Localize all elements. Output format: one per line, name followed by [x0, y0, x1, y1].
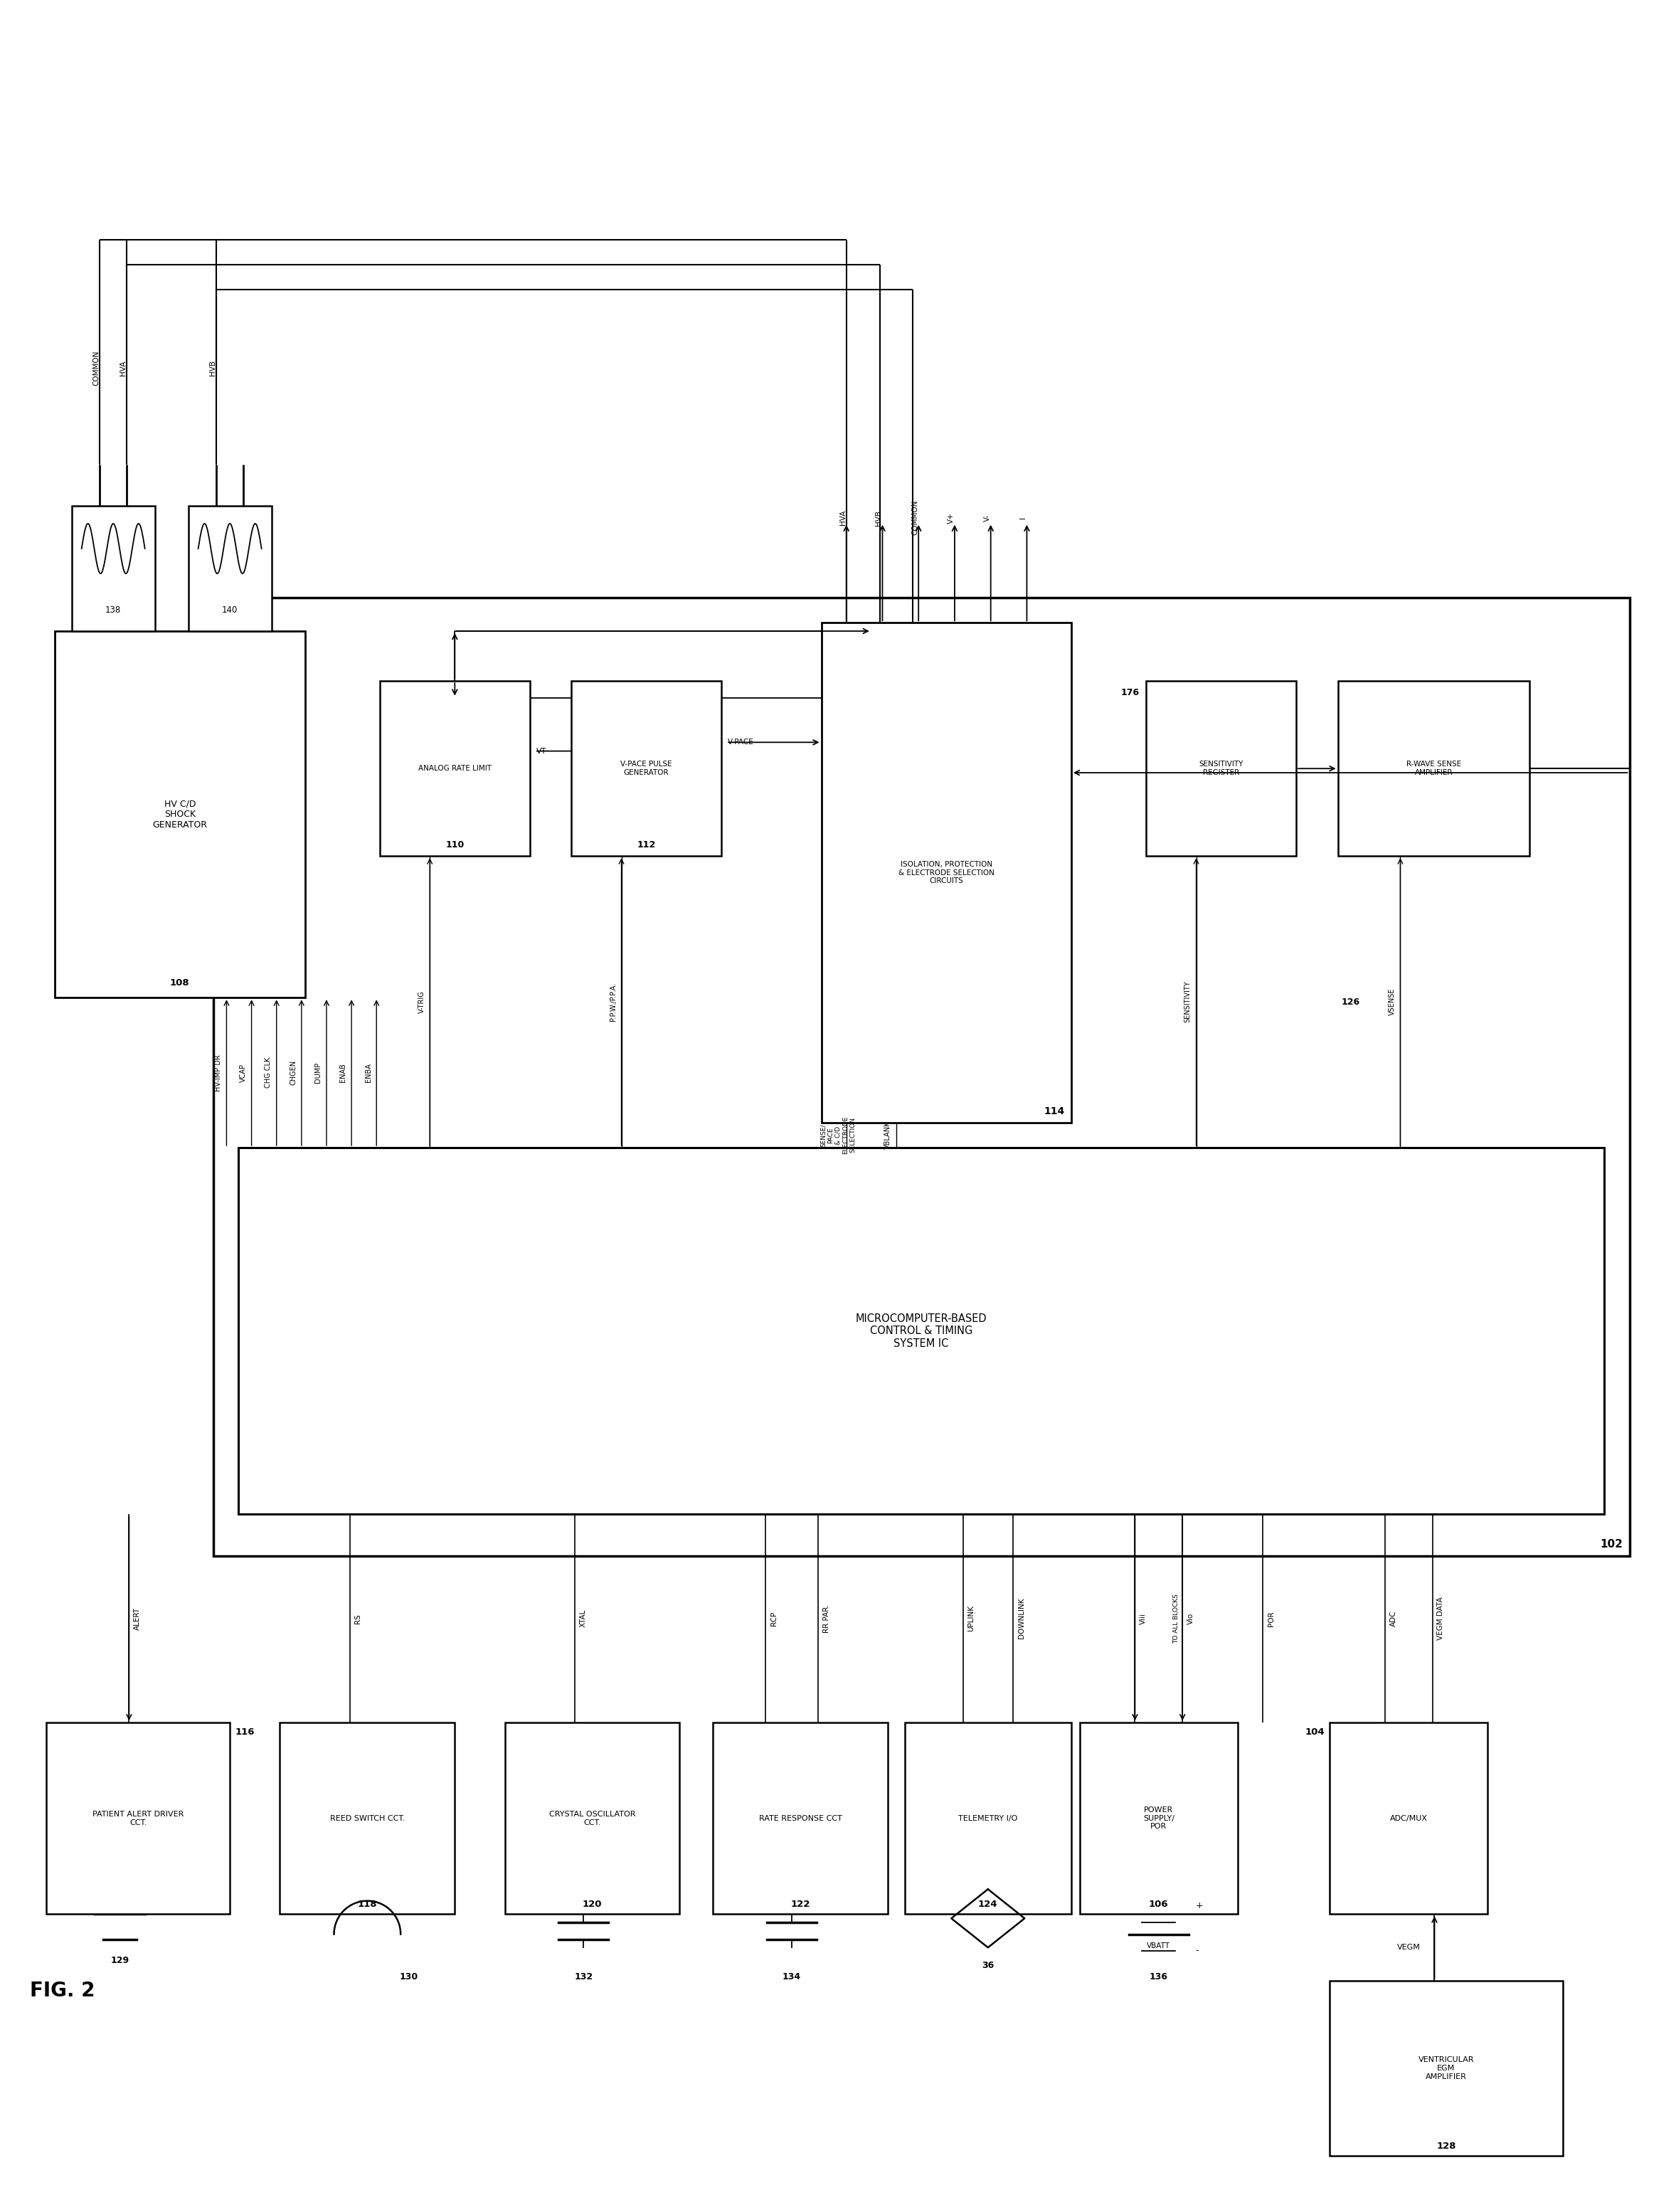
Text: FIG. 2: FIG. 2	[30, 1980, 96, 2002]
Text: POWER
SUPPLY/
POR: POWER SUPPLY/ POR	[1143, 1807, 1175, 1829]
Text: 176: 176	[1121, 688, 1140, 697]
Text: CHGEN: CHGEN	[290, 1060, 297, 1086]
Text: ISOLATION, PROTECTION
& ELECTRODE SELECTION
CIRCUITS: ISOLATION, PROTECTION & ELECTRODE SELECT…	[898, 860, 994, 885]
Text: 128: 128	[1436, 2141, 1456, 2150]
Bar	[72, 507, 154, 630]
Bar	[238, 1148, 1604, 1515]
Text: 118: 118	[357, 1900, 377, 1909]
Text: SENSE/
PACE
& C/D
ELECTRODE
SELECTION: SENSE/ PACE & C/D ELECTRODE SELECTION	[820, 1117, 856, 1155]
Text: VSENSE: VSENSE	[1388, 989, 1396, 1015]
Bar	[1329, 1980, 1562, 2157]
Text: -: -	[1195, 1947, 1198, 1955]
Text: RS: RS	[355, 1613, 362, 1624]
Text: 112: 112	[637, 841, 655, 849]
Text: TELEMETRY I/O: TELEMETRY I/O	[959, 1814, 1017, 1823]
Text: ANALOG RATE LIMIT: ANALOG RATE LIMIT	[417, 765, 491, 772]
Bar	[280, 1723, 454, 1913]
Text: 106: 106	[1150, 1900, 1168, 1909]
Text: CRYSTAL OSCILLATOR
CCT.: CRYSTAL OSCILLATOR CCT.	[550, 1812, 635, 1827]
Text: ENAB: ENAB	[340, 1064, 347, 1082]
Bar	[1079, 1723, 1239, 1913]
Text: 122: 122	[791, 1900, 810, 1909]
Text: VBLANK: VBLANK	[885, 1121, 892, 1150]
Text: POR: POR	[1267, 1610, 1275, 1626]
Text: RR PAR.: RR PAR.	[823, 1604, 830, 1632]
Bar	[1337, 681, 1530, 856]
Text: R-WAVE SENSE
AMPLIFIER: R-WAVE SENSE AMPLIFIER	[1406, 761, 1461, 776]
Text: UPLINK: UPLINK	[967, 1606, 975, 1632]
Text: HVB: HVB	[875, 511, 883, 526]
Bar	[572, 681, 721, 856]
Text: 104: 104	[1306, 1728, 1324, 1736]
Text: 120: 120	[583, 1900, 602, 1909]
Text: VEGM DATA: VEGM DATA	[1436, 1597, 1445, 1639]
Text: 140: 140	[221, 606, 238, 615]
Text: DUMP: DUMP	[315, 1062, 322, 1084]
Text: RATE RESPONSE CCT: RATE RESPONSE CCT	[759, 1814, 841, 1823]
Text: Viii: Viii	[1140, 1613, 1146, 1624]
Bar	[1146, 681, 1296, 856]
Text: 132: 132	[575, 1973, 593, 1982]
Text: 136: 136	[1150, 1973, 1168, 1982]
Text: HV-IMP DR: HV-IMP DR	[215, 1055, 221, 1091]
Bar	[821, 624, 1071, 1124]
Bar	[905, 1723, 1071, 1913]
Text: DOWNLINK: DOWNLINK	[1017, 1597, 1024, 1639]
Text: 102: 102	[1601, 1540, 1622, 1548]
Text: CHG CLK: CHG CLK	[265, 1057, 272, 1088]
Text: MICROCOMPUTER-BASED
CONTROL & TIMING
SYSTEM IC: MICROCOMPUTER-BASED CONTROL & TIMING SYS…	[856, 1314, 987, 1349]
Text: 129: 129	[111, 1955, 129, 1964]
Text: COMMON: COMMON	[92, 349, 101, 385]
Text: V-PACE PULSE
GENERATOR: V-PACE PULSE GENERATOR	[620, 761, 672, 776]
Bar	[380, 681, 530, 856]
Bar	[504, 1723, 680, 1913]
Text: HVA: HVA	[119, 361, 127, 376]
Bar	[55, 630, 305, 998]
Text: +: +	[1195, 1902, 1203, 1911]
Bar	[712, 1723, 888, 1913]
Bar	[213, 597, 1629, 1555]
Text: VEGM: VEGM	[1398, 1944, 1420, 1951]
Text: Vio: Vio	[1187, 1613, 1195, 1624]
Text: VCAP: VCAP	[240, 1064, 246, 1082]
Text: TO ALL BLOCKS: TO ALL BLOCKS	[1173, 1593, 1180, 1644]
Text: ENBA: ENBA	[365, 1064, 372, 1082]
Text: SENSITIVITY: SENSITIVITY	[1185, 980, 1192, 1022]
Text: 116: 116	[235, 1728, 255, 1736]
Text: ADC: ADC	[1389, 1610, 1396, 1626]
Text: 114: 114	[1044, 1106, 1064, 1117]
Text: 124: 124	[979, 1900, 997, 1909]
Text: ADC/MUX: ADC/MUX	[1389, 1814, 1428, 1823]
Text: ALERT: ALERT	[134, 1608, 141, 1630]
Text: V-: V-	[984, 513, 991, 522]
Text: RCP: RCP	[771, 1610, 778, 1626]
Text: V-PACE: V-PACE	[727, 739, 754, 745]
Text: 134: 134	[783, 1973, 801, 1982]
Text: V-TRIG: V-TRIG	[417, 991, 426, 1013]
Text: V+: V+	[947, 513, 955, 524]
Text: 138: 138	[106, 606, 121, 615]
Text: HV C/D
SHOCK
GENERATOR: HV C/D SHOCK GENERATOR	[153, 799, 208, 830]
Text: 130: 130	[399, 1973, 419, 1982]
Text: VT: VT	[536, 748, 546, 754]
Text: 108: 108	[169, 978, 189, 989]
Bar	[1329, 1723, 1488, 1913]
Text: 36: 36	[982, 1960, 994, 1971]
Text: 126: 126	[1341, 998, 1359, 1006]
Text: 110: 110	[446, 841, 464, 849]
Text: VENTRICULAR
EGM
AMPLIFIER: VENTRICULAR EGM AMPLIFIER	[1418, 2057, 1475, 2079]
Bar	[47, 1723, 230, 1913]
Text: HVA: HVA	[840, 511, 846, 526]
Text: COMMON: COMMON	[912, 500, 918, 535]
Bar	[188, 507, 272, 630]
Text: HVB: HVB	[210, 361, 216, 376]
Text: P.P.W./P.P.A.: P.P.W./P.P.A.	[610, 982, 617, 1022]
Text: XTAL: XTAL	[580, 1610, 587, 1628]
Text: SENSITIVITY
REGISTER: SENSITIVITY REGISTER	[1198, 761, 1244, 776]
Text: PATIENT ALERT DRIVER
CCT.: PATIENT ALERT DRIVER CCT.	[92, 1812, 184, 1827]
Text: REED SWITCH CCT.: REED SWITCH CCT.	[330, 1814, 406, 1823]
Text: VBATT: VBATT	[1146, 1942, 1170, 1949]
